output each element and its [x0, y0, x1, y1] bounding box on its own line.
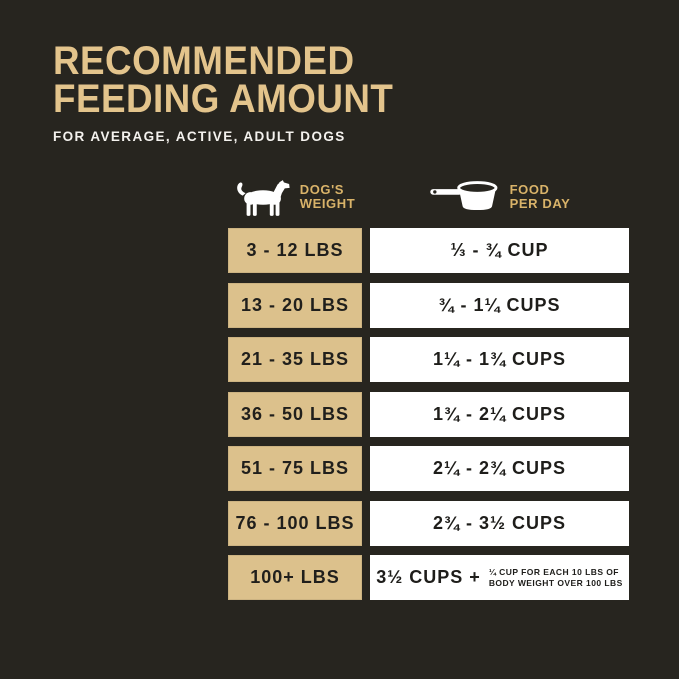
food-per-day-label-line2: PER DAY [509, 196, 571, 211]
food-per-day-cell: ¾ - 1¼ CUPS [370, 282, 629, 328]
dog-weight-cell: 13 - 20 LBS [228, 282, 362, 328]
table-row: 76 - 100 LBS 2¾ - 3½ CUPS [228, 500, 629, 546]
dogs-weight-header: DOG'S WEIGHT [228, 178, 362, 217]
page-title: RECOMMENDED FEEDING AMOUNT FOR AVERAGE, … [53, 39, 423, 144]
dog-icon [236, 179, 290, 216]
table-row: 51 - 75 LBS 2¼ - 2¾ CUPS [228, 446, 629, 491]
table-header: DOG'S WEIGHT FOOD PER DAY [228, 172, 629, 222]
table-row: 36 - 50 LBS 1¾ - 2¼ CUPS [228, 391, 629, 437]
measuring-cup-icon [429, 181, 498, 211]
feeding-table-rows: 3 - 12 LBS ⅓ - ¾ CUP 13 - 20 LBS ¾ - 1¼ CUP… [228, 228, 629, 600]
dog-weight-cell: 100+ LBS [228, 555, 362, 600]
food-per-day-label-line1: FOOD [509, 182, 550, 197]
food-per-day-label: FOOD PER DAY [510, 183, 571, 211]
dog-weight-cell: 76 - 100 LBS [228, 500, 362, 546]
food-amount-value: 2¼ - 2¾ CUPS [432, 458, 567, 478]
food-per-day-cell: 1¾ - 2¼ CUPS [370, 391, 629, 437]
food-per-day-cell: 3½ CUPS + ¼ CUP FOR EACH 10 LBS OF BODY WE… [370, 555, 629, 600]
food-amount-value: 2¾ - 3½ CUPS [432, 512, 567, 533]
dog-weight-cell: 3 - 12 LBS [228, 228, 362, 273]
food-amount-value: ⅓ - ¾ CUP [450, 240, 549, 260]
food-amount-value: 1¾ - 2¼ CUPS [432, 403, 567, 424]
food-amount-note-line1: ¼ CUP FOR EACH 10 LBS OF [488, 567, 619, 577]
dogs-weight-label-line1: DOG'S [299, 182, 345, 197]
food-amount-value: 3½ CUPS + [376, 567, 481, 587]
food-amount-value: 1¼ - 1¾ CUPS [432, 349, 567, 369]
dog-weight-cell: 36 - 50 LBS [228, 391, 362, 437]
food-per-day-cell: 2¾ - 3½ CUPS [370, 500, 629, 546]
title-line-2: FEEDING AMOUNT [53, 77, 394, 121]
dog-weight-cell: 21 - 35 LBS [228, 337, 362, 382]
table-row: 100+ LBS 3½ CUPS + ¼ CUP FOR EACH 10 LBS O… [228, 555, 629, 600]
food-per-day-cell: 2¼ - 2¾ CUPS [370, 446, 629, 491]
food-per-day-header: FOOD PER DAY [370, 180, 629, 214]
table-row: 3 - 12 LBS ⅓ - ¾ CUP [228, 228, 629, 273]
subtitle: FOR AVERAGE, ACTIVE, ADULT DOGS [53, 129, 346, 144]
food-amount-note-line2: BODY WEIGHT OVER 100 LBS [488, 577, 623, 588]
dog-weight-cell: 51 - 75 LBS [228, 446, 362, 491]
dogs-weight-label-line2: WEIGHT [299, 196, 356, 211]
food-per-day-cell: 1¼ - 1¾ CUPS [370, 337, 629, 382]
table-row: 13 - 20 LBS ¾ - 1¼ CUPS [228, 282, 629, 328]
food-amount-value: ¾ - 1¼ CUPS [438, 294, 561, 315]
title-line-1: RECOMMENDED [53, 39, 355, 83]
table-row: 21 - 35 LBS 1¼ - 1¾ CUPS [228, 337, 629, 382]
food-amount-note: ¼ CUP FOR EACH 10 LBS OF BODY WEIGHT OVER… [489, 567, 623, 588]
dogs-weight-label: DOG'S WEIGHT [300, 183, 356, 211]
food-per-day-cell: ⅓ - ¾ CUP [370, 228, 629, 273]
